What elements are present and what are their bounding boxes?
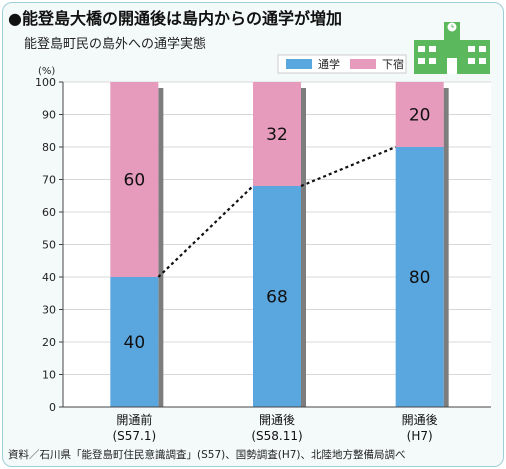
school-building-icon (414, 22, 490, 74)
chart-subtitle: 能登島町民の島外への通学実態 (24, 36, 206, 52)
data-label-commute: 40 (124, 333, 146, 353)
y-tick-label: 90 (42, 109, 56, 122)
bar-segment-commute (110, 277, 159, 407)
y-tick-label: 80 (42, 141, 56, 154)
x-axis-ticks: 開通前 (S57.1) 開通後 (S58.11) 開通後 (H7) (112, 412, 437, 443)
data-label-boarding: 60 (124, 171, 146, 191)
y-tick-label: 10 (42, 369, 56, 382)
y-tick-label: 20 (42, 336, 56, 349)
y-tick-label: 70 (42, 174, 56, 187)
x-tick-label: 開通前 (116, 412, 152, 427)
connector-line (300, 145, 397, 188)
y-tick-label: 60 (42, 206, 56, 219)
x-tick-label-period: (S57.1) (112, 429, 156, 443)
bar-segment-boarding (110, 82, 159, 277)
bar-segment-commute (395, 147, 444, 407)
data-label-boarding: 20 (409, 106, 431, 126)
x-tick-label-period: (S58.11) (251, 429, 302, 443)
bars: 40 60 68 32 80 20 (110, 82, 449, 407)
x-tick-label: 開通後 (402, 413, 438, 427)
y-tick-label: 30 (42, 304, 56, 317)
y-tick-label: 50 (42, 239, 56, 252)
legend-label-commute: 通学 (318, 57, 340, 71)
x-tick-label: 開通後 (259, 413, 295, 427)
y-axis-ticks: 0 10 20 30 40 50 60 70 80 90 100 (35, 76, 63, 414)
y-axis-unit: (%) (38, 66, 55, 77)
chart-title: ●能登島大橋の開通後は島内からの通学が増加 (8, 9, 342, 28)
y-tick-label: 40 (42, 271, 56, 284)
bar-shadow (443, 88, 449, 407)
connector-line (157, 185, 254, 278)
legend-swatch-boarding (350, 59, 376, 69)
x-tick-label-period: (H7) (407, 429, 433, 443)
data-label-commute: 68 (266, 288, 288, 308)
bar-segment-commute (253, 186, 301, 407)
source-note: 資料／石川県「能登島町住民意識調査」(S57)、国勢調査(H7)、北陸地方整備局… (8, 448, 406, 461)
trend-connector (157, 145, 397, 278)
bar-segment-boarding (253, 82, 301, 186)
legend-swatch-commute (286, 59, 312, 69)
data-label-boarding: 32 (266, 125, 288, 145)
y-tick-label: 0 (49, 401, 56, 414)
bar-segment-boarding (395, 82, 444, 147)
bar-shadow (158, 88, 164, 407)
data-label-commute: 80 (409, 268, 431, 288)
y-tick-label: 100 (35, 76, 56, 89)
legend-label-boarding: 下宿 (382, 57, 404, 71)
bar-shadow (301, 88, 306, 407)
